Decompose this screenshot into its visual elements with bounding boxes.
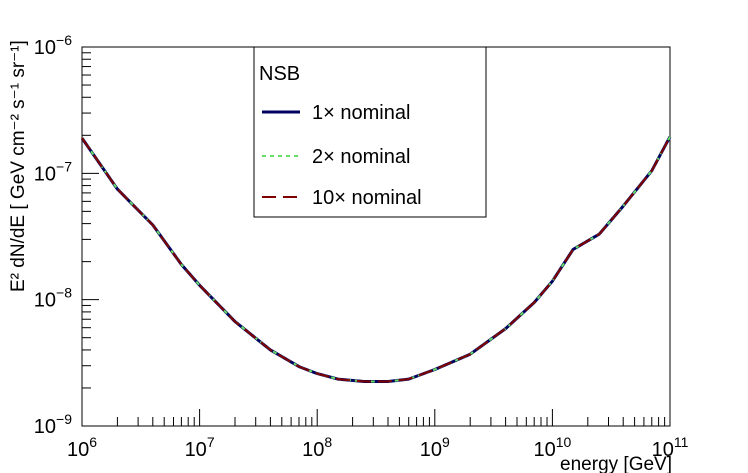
x-tick-base: 10 [302,439,324,461]
x-tick-label: 106 [67,434,97,461]
series-lines [80,135,672,383]
y-tick-base: 10 [34,163,56,185]
legend-box [253,46,487,218]
y-tick-label: 10−9 [34,411,72,438]
x-tick-base: 10 [67,439,89,461]
y-tick-label: 10−8 [34,285,72,312]
legend-label-1: 1× nominal [312,102,410,124]
legend-title: NSB [259,63,300,85]
x-tick-label: 108 [302,434,332,461]
y-tick-exponent: −9 [56,411,72,427]
x-tick-label: 1011 [652,434,689,461]
x-tick-exponent: 7 [207,434,215,450]
y-tick-base: 10 [34,37,56,59]
y-tick-exponent: −6 [56,32,72,48]
y-tick-exponent: −7 [56,158,72,174]
legend: NSB 1× nominal 2× nominal 10× nominal [253,46,487,218]
x-tick-exponent: 10 [556,434,572,450]
x-tick-base: 10 [533,439,555,461]
legend-label-3: 10× nominal [312,187,422,209]
x-tick-exponent: 6 [89,434,97,450]
x-tick-label: 109 [420,434,450,461]
x-tick-base: 10 [185,439,207,461]
y-tick-exponent: −8 [56,285,72,301]
x-tick-exponent: 9 [442,434,450,450]
x-tick-exponent: 8 [324,434,332,450]
y-axis-label: E² dN/dE [ GeV cm⁻² s⁻¹ sr⁻¹] [8,40,29,292]
y-tick-base: 10 [34,290,56,312]
axis-ticks [81,46,671,427]
x-tick-base: 10 [420,439,442,461]
x-tick-exponent: 11 [674,434,689,450]
y-tick-base: 10 [34,416,56,438]
legend-label-2: 2× nominal [312,146,410,168]
x-tick-base: 10 [652,439,674,461]
x-tick-label: 1010 [533,434,571,461]
legend-entries: 1× nominal 2× nominal 10× nominal [262,102,422,209]
y-tick-label: 10−6 [34,32,72,59]
x-tick-label: 107 [185,434,215,461]
x-axis-label: energy [GeV] [560,454,672,473]
series-line-3 [81,136,671,383]
y-tick-label: 10−7 [34,158,72,185]
